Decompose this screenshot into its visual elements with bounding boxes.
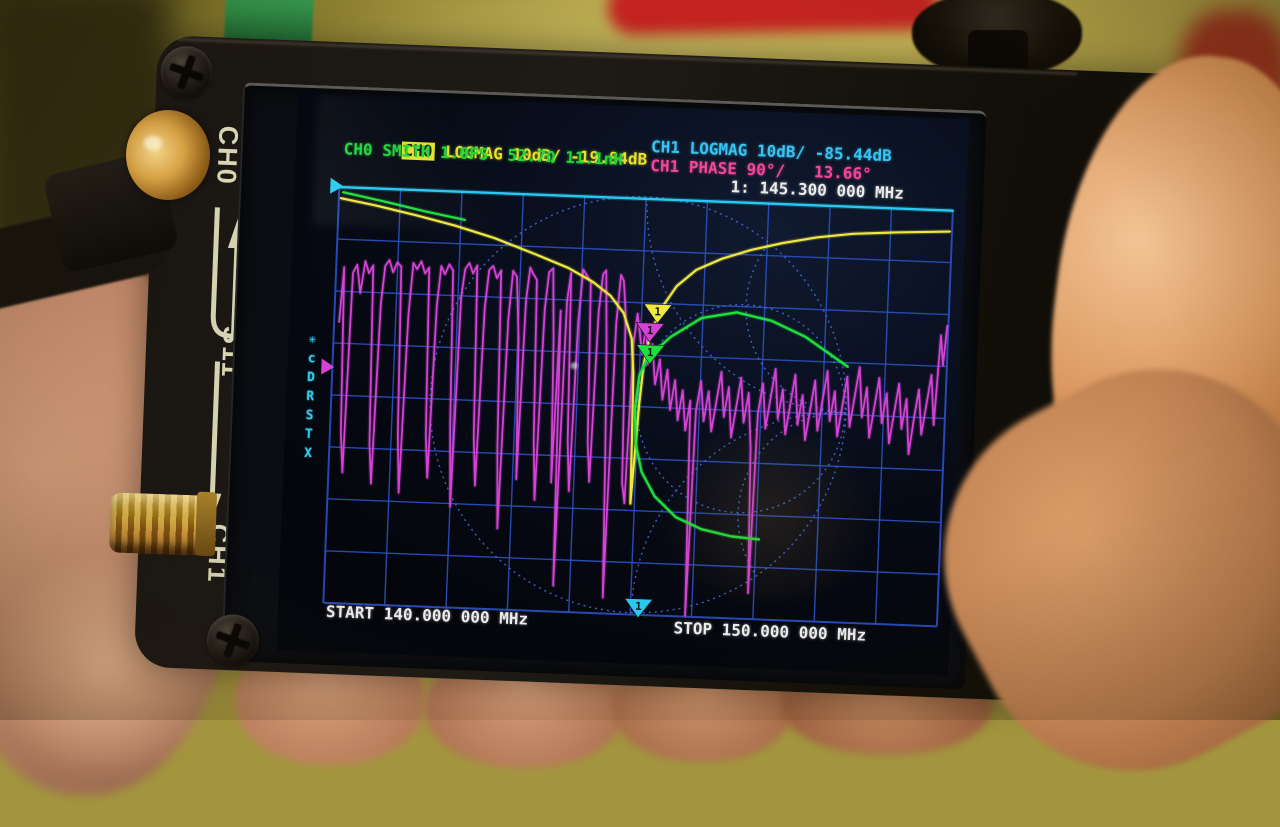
svg-text:1: 1 — [654, 305, 661, 318]
marker-triangle[interactable]: 1 — [635, 322, 665, 343]
status-char: T — [304, 426, 313, 443]
svg-text:1: 1 — [647, 346, 654, 359]
trace-ch1-phase — [338, 259, 949, 617]
smith-circle — [429, 196, 847, 614]
trace-ch0-logmag — [339, 197, 952, 505]
sma-connector-ch1 — [108, 492, 206, 556]
grid-line — [325, 550, 939, 576]
grid-line — [327, 498, 941, 524]
status-char: c — [307, 350, 316, 367]
reference-arrow-icon — [321, 358, 335, 375]
sma-connector-ch1-end — [194, 491, 218, 557]
marker-triangle[interactable]: 1 — [624, 598, 654, 619]
corner-screw — [159, 45, 214, 100]
status-char: X — [303, 445, 313, 462]
marker-triangle[interactable]: 1 — [635, 344, 666, 365]
marker-triangle[interactable]: 1 — [643, 303, 673, 324]
sma-connector-ch0 — [126, 110, 210, 200]
status-char: S — [305, 407, 314, 424]
trace-ch0-smith — [633, 311, 849, 541]
screen-reflection — [312, 94, 578, 235]
svg-text:1: 1 — [646, 324, 653, 337]
status-char: D — [306, 369, 316, 386]
status-char: ✳ — [308, 332, 317, 348]
trace-ch0-smith-start — [342, 191, 467, 222]
svg-text:1: 1 — [635, 600, 642, 613]
grid-line — [329, 446, 943, 472]
smith-circle — [636, 303, 846, 514]
grid-line — [333, 342, 947, 368]
status-char: R — [306, 388, 315, 405]
grid-line — [337, 238, 951, 264]
trace-ch1-logmag — [338, 185, 955, 212]
grid-line — [323, 601, 937, 628]
reference-arrow-icon — [330, 177, 344, 194]
red-object — [607, 0, 939, 35]
bezel-label-ch0: CH0 — [211, 125, 244, 187]
